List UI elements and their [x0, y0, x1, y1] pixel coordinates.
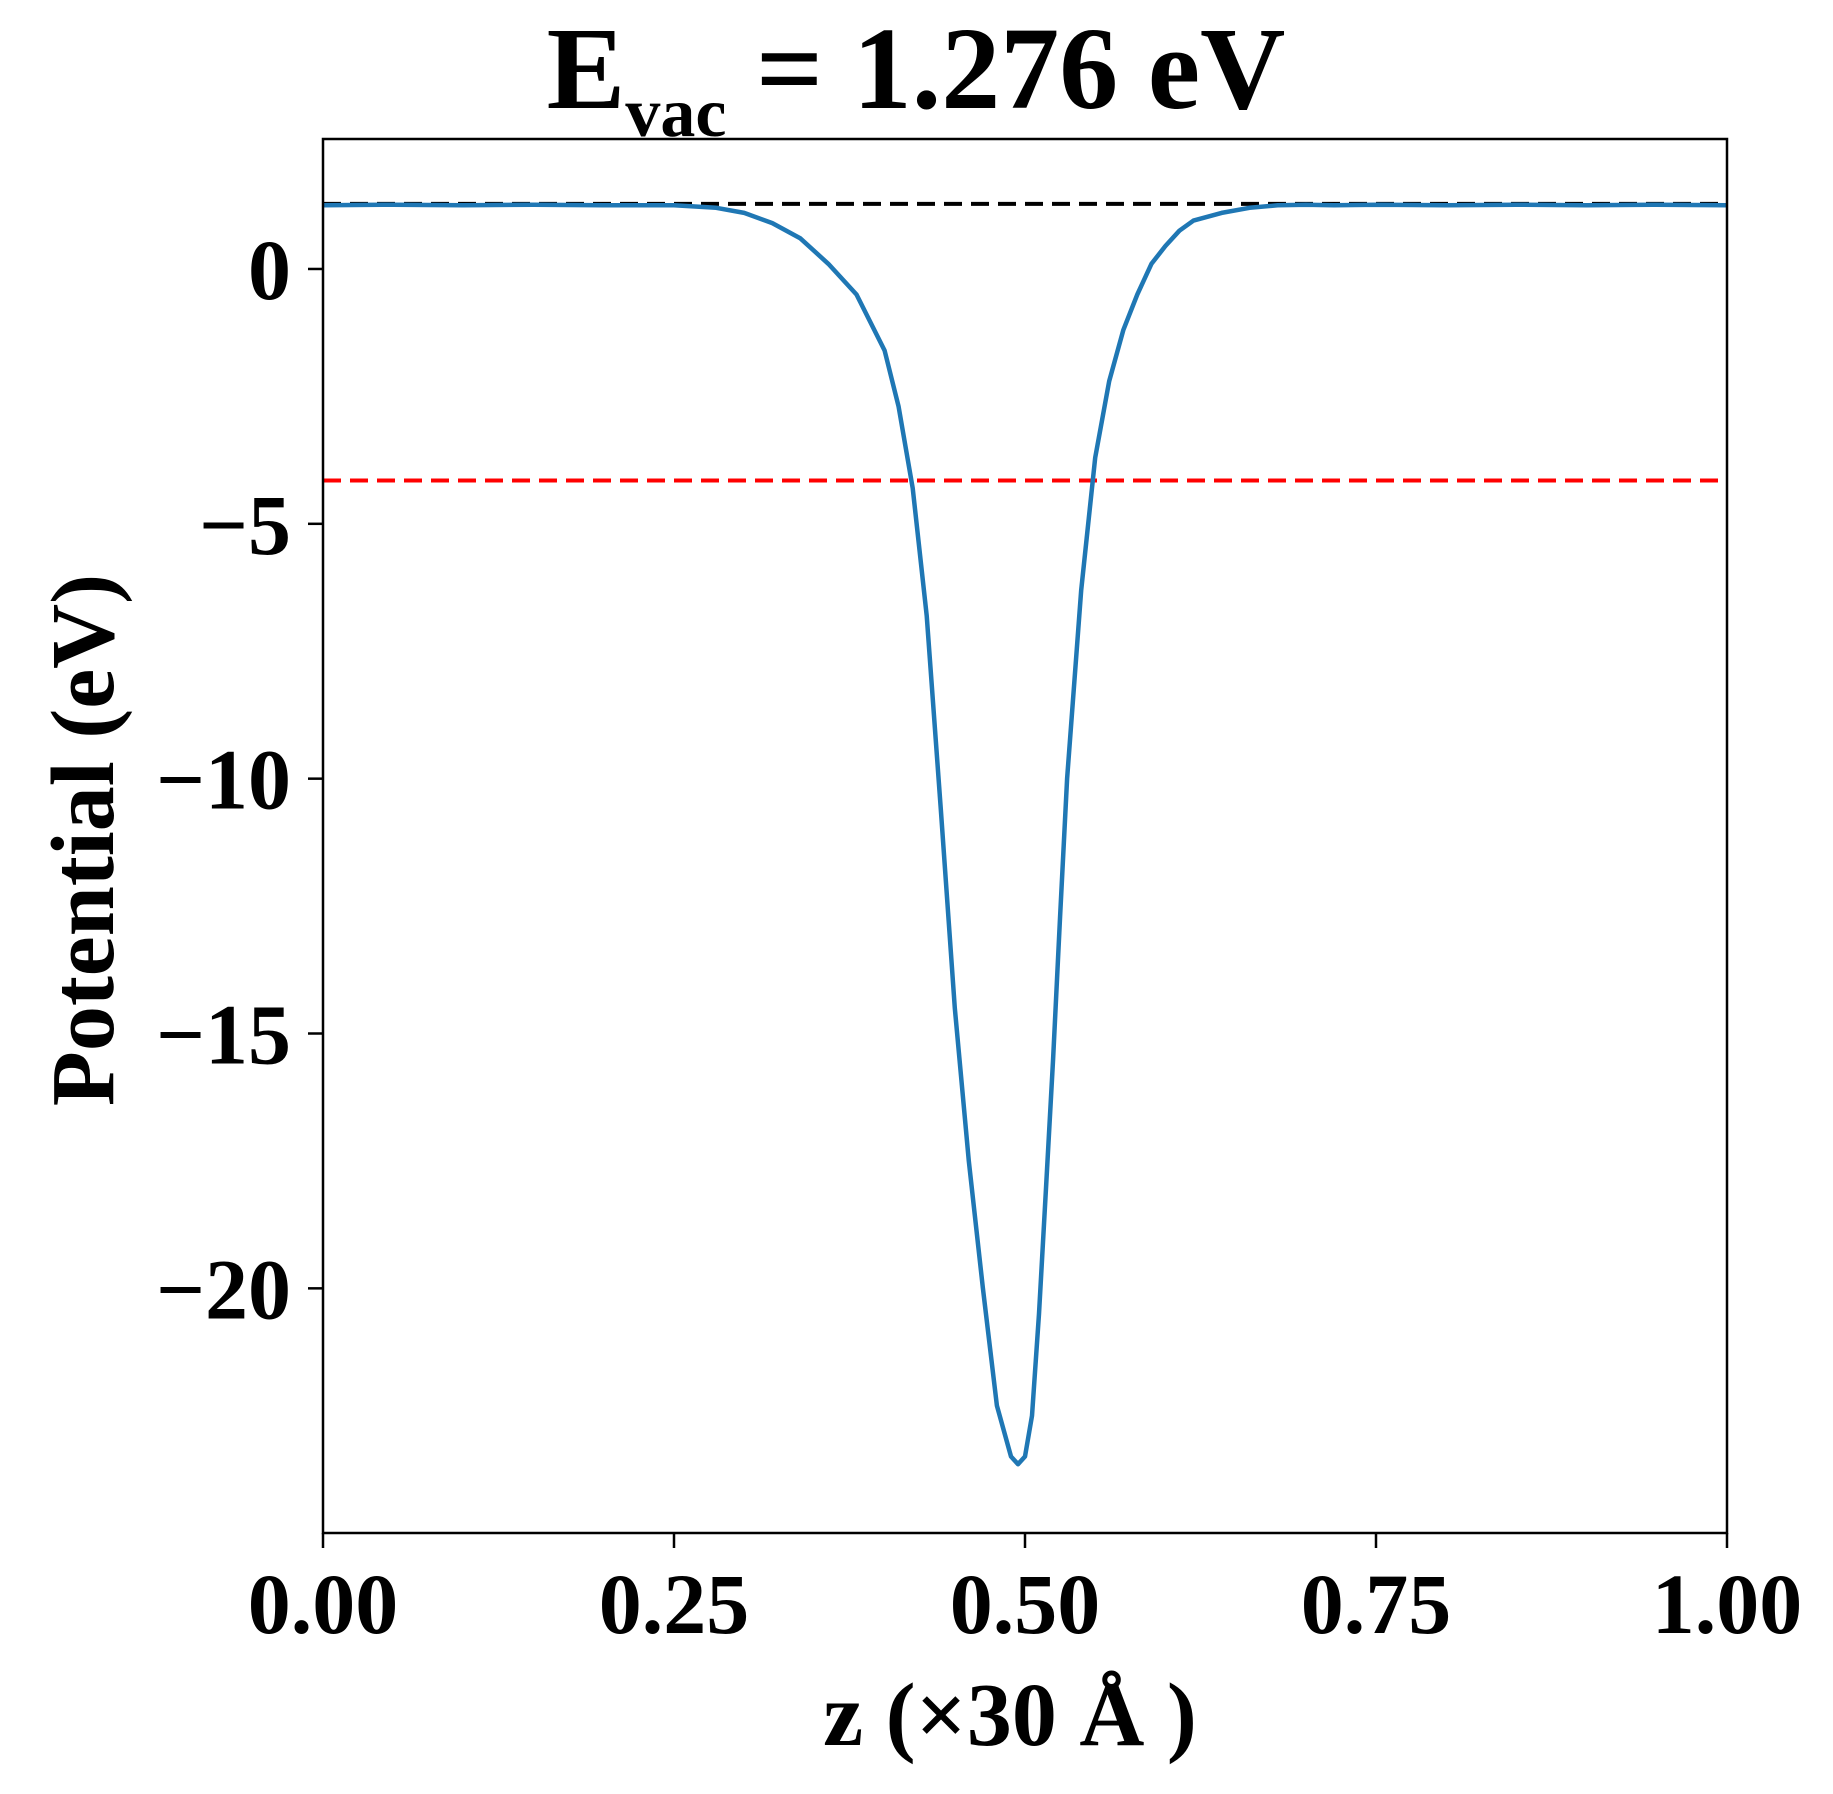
x-axis-label: z (×30 Å ) — [823, 1666, 1197, 1765]
x-tick-label: 0.25 — [599, 1556, 750, 1652]
potential-series-line — [322, 202, 1728, 1467]
y-axis-ticks: 0 −5 −10 −15 −20 — [156, 222, 323, 1337]
y-tick-label: −20 — [156, 1241, 291, 1337]
x-tick-label: 0.50 — [950, 1556, 1101, 1652]
title-rest: = 1.276 eV — [726, 3, 1285, 134]
chart-title: Evac = 1.276 eV — [547, 3, 1286, 152]
y-tick-label: 0 — [248, 222, 291, 318]
y-axis-label: Potential (eV) — [34, 574, 133, 1106]
title-subscript: vac — [625, 75, 726, 152]
plot-area — [321, 137, 1729, 1535]
plot-frame — [321, 137, 1729, 1535]
x-axis-ticks: 0.00 0.25 0.50 0.75 1.00 — [248, 1533, 1803, 1652]
x-tick-label: 0.75 — [1301, 1556, 1452, 1652]
x-tick-label: 0.00 — [248, 1556, 399, 1652]
y-tick-label: −10 — [156, 732, 291, 828]
y-tick-label: −5 — [199, 477, 291, 573]
y-tick-label: −15 — [156, 987, 291, 1083]
title-main: E — [547, 3, 626, 134]
x-tick-label: 1.00 — [1652, 1556, 1803, 1652]
